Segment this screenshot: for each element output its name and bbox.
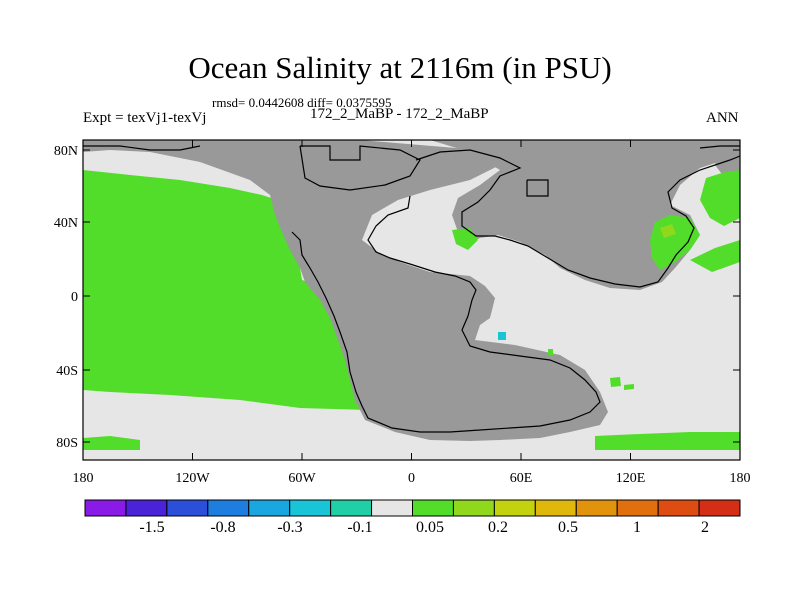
colorbar-swatch	[84, 499, 127, 517]
eurasia-anomaly-high	[660, 224, 676, 238]
lat-label: 40N	[54, 216, 78, 231]
east-anomaly-region	[700, 170, 740, 226]
lat-axis: 80N 40N 0 40S 80S	[54, 144, 740, 451]
pacific-anomaly-patch-west	[88, 236, 112, 246]
colorbar-swatch	[616, 499, 659, 517]
colorbar-label: -0.3	[277, 519, 302, 536]
experiment-label: Expt = texVj1-texVj	[83, 110, 207, 126]
pacific-anomaly-strip-south	[83, 436, 140, 450]
south-anomaly-fleck	[610, 377, 621, 387]
colorbar-swatch	[371, 499, 413, 517]
season-label: ANN	[706, 110, 739, 126]
lat-label: 0	[71, 290, 78, 305]
lon-label: 120E	[616, 471, 646, 486]
colorbar-swatch	[534, 499, 577, 517]
colorbar-swatch	[330, 499, 373, 517]
colorbar: -1.5 -0.8 -0.3 -0.1 0.05 0.2 0.5 1 2	[84, 499, 741, 536]
coastline-north	[83, 145, 201, 151]
lon-axis: 180 120W 60W 0 60E 120E 180	[73, 140, 751, 486]
colorbar-label: 1	[633, 519, 641, 536]
colorbar-swatch	[248, 499, 291, 517]
lon-label: 120W	[175, 471, 210, 486]
colorbar-swatch	[125, 499, 168, 517]
south-anomaly-fleck-3	[548, 349, 553, 355]
colorbar-swatch	[698, 499, 741, 517]
colorbar-label: 0.5	[558, 519, 578, 536]
colorbar-label: -1.5	[139, 519, 164, 536]
south-anomaly-east	[595, 432, 740, 450]
lon-label: 180	[73, 471, 94, 486]
colorbar-label: 2	[701, 519, 709, 536]
colorbar-swatch	[289, 499, 332, 517]
lat-label: 40S	[56, 364, 78, 379]
colorbar-swatch	[166, 499, 209, 517]
colorbar-swatch	[207, 499, 250, 517]
land-americas	[83, 140, 608, 441]
colorbar-label: 0.05	[416, 519, 444, 536]
coastline-americas	[299, 145, 421, 191]
colorbar-label: 0.2	[488, 519, 508, 536]
case-label: 172_2_MaBP - 172_2_MaBP	[310, 106, 489, 122]
colorbar-label: -0.1	[347, 519, 372, 536]
lon-label: 180	[730, 471, 751, 486]
coastline-island	[526, 179, 549, 197]
colorbar-swatch	[412, 499, 454, 517]
stats-text: rmsd= 0.0442608 diff= 0.0375595	[212, 95, 392, 110]
colorbar-swatch	[493, 499, 536, 517]
plot-title: Ocean Salinity at 2116m (in PSU)	[188, 50, 612, 85]
coastline-eurasia	[415, 149, 741, 288]
lon-label: 0	[408, 471, 415, 486]
colorbar-swatch	[452, 499, 495, 517]
coastline-far-east	[699, 145, 740, 149]
south-anomaly-fleck-2	[624, 384, 634, 390]
lat-label: 80S	[56, 436, 78, 451]
lon-label: 60W	[288, 471, 316, 486]
coastline-west-america	[291, 195, 601, 433]
east-anomaly-region-2	[690, 240, 740, 272]
negative-anomaly-fleck	[498, 332, 506, 340]
colorbar-label: -0.8	[210, 519, 235, 536]
lat-label: 80N	[54, 144, 78, 159]
lon-label: 60E	[510, 471, 533, 486]
colorbar-swatch	[657, 499, 700, 517]
colorbar-swatch	[575, 499, 618, 517]
